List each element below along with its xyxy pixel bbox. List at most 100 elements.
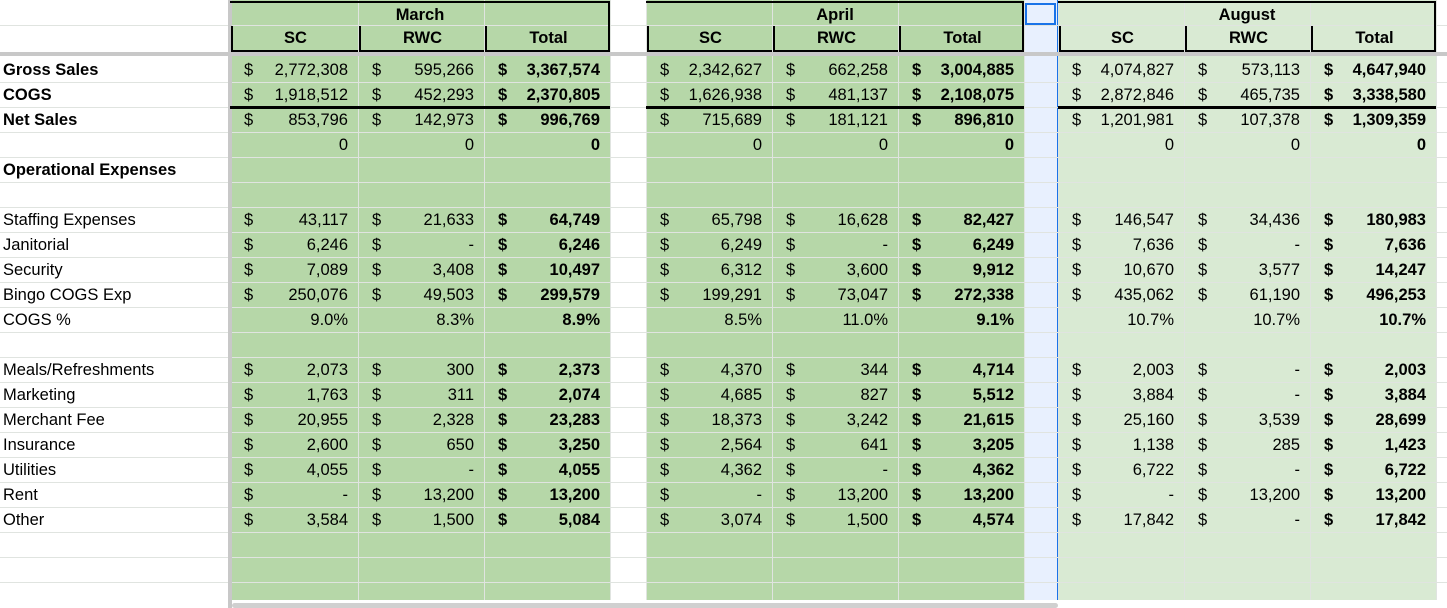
cell-rwc[interactable]: - (1294, 236, 1301, 254)
cell-sc[interactable]: 2,342,627 (688, 61, 762, 79)
cell-rwc[interactable]: 827 (860, 386, 888, 404)
cell-rwc[interactable]: - (468, 236, 475, 254)
cell-rwc[interactable]: 61,190 (1249, 286, 1300, 304)
cell-rwc[interactable]: 0 (464, 136, 474, 154)
cell-total[interactable]: 180,983 (1366, 211, 1426, 229)
cell-rwc[interactable]: 8.3% (436, 311, 474, 329)
cell-total[interactable]: 3,884 (1384, 386, 1426, 404)
cell-sc[interactable]: 10.7% (1127, 311, 1174, 329)
cell-rwc[interactable]: 3,242 (846, 411, 888, 429)
cell-sc[interactable]: 1,138 (1132, 436, 1174, 454)
cell-sc[interactable]: 4,685 (720, 386, 762, 404)
cell-sc[interactable]: 6,249 (720, 236, 762, 254)
cell-rwc[interactable]: 13,200 (837, 486, 888, 504)
selected-column[interactable] (1024, 0, 1058, 600)
cell-rwc[interactable]: 34,436 (1249, 211, 1300, 229)
cell-rwc[interactable]: 3,408 (432, 261, 474, 279)
cell-sc[interactable]: 4,370 (720, 361, 762, 379)
cell-sc[interactable]: 7,089 (306, 261, 348, 279)
horizontal-scrollbar[interactable] (232, 603, 1058, 608)
cell-total[interactable]: 23,283 (549, 411, 600, 429)
cell-sc[interactable]: 7,636 (1132, 236, 1174, 254)
cell-sc[interactable]: 6,312 (720, 261, 762, 279)
cell-total[interactable]: 3,367,574 (526, 61, 600, 79)
cell-rwc[interactable]: 573,113 (1241, 61, 1300, 79)
cell-total[interactable]: 7,636 (1384, 236, 1426, 254)
cell-rwc[interactable]: 13,200 (423, 486, 474, 504)
cell-sc[interactable]: 6,722 (1132, 461, 1174, 479)
cell-total[interactable]: 3,004,885 (940, 61, 1014, 79)
cell-sc[interactable]: 3,884 (1132, 386, 1174, 404)
cell-sc[interactable]: 2,872,846 (1100, 86, 1174, 104)
cell-sc[interactable]: - (1168, 486, 1175, 504)
cell-rwc[interactable]: 344 (860, 361, 888, 379)
cell-total[interactable]: 13,200 (963, 486, 1014, 504)
cell-total[interactable]: 21,615 (963, 411, 1014, 429)
cell-sc[interactable]: 0 (1164, 136, 1174, 154)
cell-rwc[interactable]: 11.0% (842, 311, 888, 329)
cell-total[interactable]: 9.1% (976, 311, 1014, 329)
cell-total[interactable]: 0 (1004, 136, 1014, 154)
cell-sc[interactable]: 3,074 (720, 511, 762, 529)
cell-total[interactable]: 64,749 (549, 211, 600, 229)
cell-sc[interactable]: 2,003 (1132, 361, 1174, 379)
cell-total[interactable]: 0 (590, 136, 600, 154)
cell-total[interactable]: 13,200 (549, 486, 600, 504)
cell-rwc[interactable]: 13,200 (1249, 486, 1300, 504)
cell-rwc[interactable]: 1,500 (846, 511, 888, 529)
cell-rwc[interactable]: - (882, 236, 889, 254)
cell-total[interactable]: 2,108,075 (940, 86, 1014, 104)
frozen-row-divider[interactable] (0, 52, 1447, 56)
cell-sc[interactable]: 18,373 (711, 411, 762, 429)
cell-sc[interactable]: - (756, 486, 763, 504)
cell-rwc[interactable]: 73,047 (837, 286, 888, 304)
cell-total[interactable]: 17,842 (1375, 511, 1426, 529)
cell-sc[interactable]: 4,362 (720, 461, 762, 479)
cell-sc[interactable]: 1,626,938 (688, 86, 762, 104)
cell-sc[interactable]: 20,955 (297, 411, 348, 429)
cell-total[interactable]: 8.9% (562, 311, 600, 329)
cell-rwc[interactable]: 2,328 (432, 411, 474, 429)
cell-total[interactable]: 4,714 (972, 361, 1014, 379)
cell-sc[interactable]: 2,772,308 (274, 61, 348, 79)
cell-sc[interactable]: 0 (752, 136, 762, 154)
frozen-column-divider[interactable] (228, 0, 232, 608)
cell-total[interactable]: 4,055 (558, 461, 600, 479)
cell-total[interactable]: 2,373 (558, 361, 600, 379)
cell-total[interactable]: 5,084 (558, 511, 600, 529)
cell-sc[interactable]: 6,246 (306, 236, 348, 254)
cell-sc[interactable]: - (342, 486, 349, 504)
cell-sc[interactable]: 17,842 (1123, 511, 1174, 529)
cell-rwc[interactable]: 0 (1290, 136, 1300, 154)
cell-total[interactable]: 6,249 (972, 236, 1014, 254)
cell-rwc[interactable]: 10.7% (1253, 311, 1300, 329)
cell-total[interactable]: 2,370,805 (526, 86, 600, 104)
cell-rwc[interactable]: 3,577 (1258, 261, 1300, 279)
cell-sc[interactable]: 8.5% (724, 311, 762, 329)
cell-rwc[interactable]: 481,137 (828, 86, 888, 104)
cell-sc[interactable]: 4,074,827 (1100, 61, 1174, 79)
cell-rwc[interactable]: 0 (878, 136, 888, 154)
cell-sc[interactable]: 435,062 (1114, 286, 1174, 304)
cell-sc[interactable]: 146,547 (1114, 211, 1174, 229)
cell-total[interactable]: 4,647,940 (1352, 61, 1426, 79)
cell-total[interactable]: 0 (1416, 136, 1426, 154)
cell-rwc[interactable]: 641 (860, 436, 888, 454)
cell-total[interactable]: 82,427 (963, 211, 1014, 229)
cell-rwc[interactable]: 3,539 (1258, 411, 1300, 429)
cell-rwc[interactable]: - (468, 461, 475, 479)
cell-total[interactable]: 13,200 (1375, 486, 1426, 504)
cell-sc[interactable]: 2,564 (720, 436, 762, 454)
cell-sc[interactable]: 4,055 (306, 461, 348, 479)
cell-rwc[interactable]: - (1294, 361, 1301, 379)
cell-sc[interactable]: 0 (338, 136, 348, 154)
cell-sc[interactable]: 2,600 (306, 436, 348, 454)
cell-rwc[interactable]: 311 (447, 386, 474, 404)
cell-total[interactable]: 272,338 (954, 286, 1014, 304)
cell-total[interactable]: 14,247 (1375, 261, 1426, 279)
cell-sc[interactable]: 43,117 (298, 211, 348, 229)
cell-rwc[interactable]: 285 (1272, 436, 1300, 454)
cell-total[interactable]: 996,769 (540, 111, 600, 129)
cell-total[interactable]: 6,246 (558, 236, 600, 254)
